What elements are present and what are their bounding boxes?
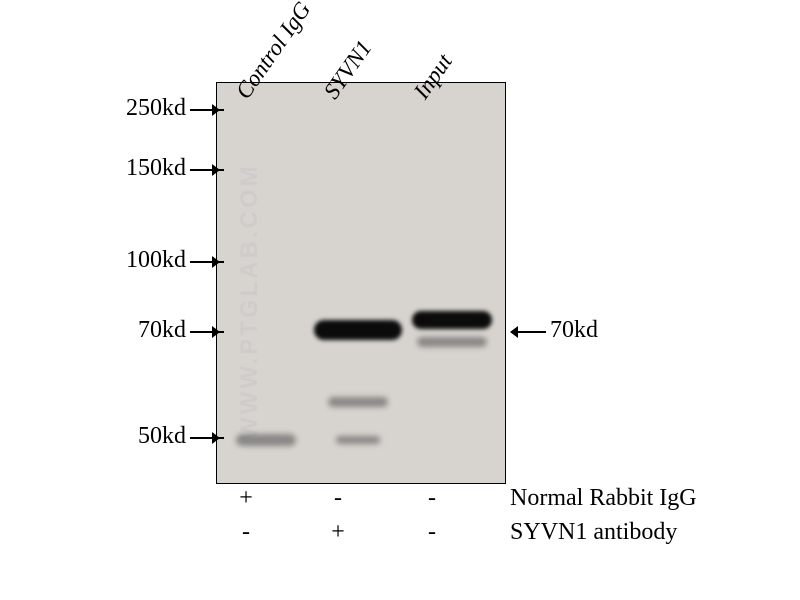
- band: [417, 337, 487, 347]
- western-blot-figure: WWW.PTGLAB.COM Control IgGSYVN1Input 250…: [0, 0, 800, 600]
- band: [336, 436, 380, 444]
- mw-tick: [216, 169, 224, 171]
- observed-arrow-left-icon: [508, 322, 548, 342]
- condition-row-label: SYVN1 antibody: [510, 519, 677, 546]
- band: [236, 434, 296, 446]
- condition-cell: +: [326, 519, 350, 546]
- condition-cell: +: [234, 485, 258, 512]
- mw-label: 100kd: [0, 247, 186, 274]
- condition-cell: -: [234, 519, 258, 546]
- condition-cell: -: [420, 519, 444, 546]
- condition-cell: -: [326, 485, 350, 512]
- band: [314, 320, 402, 340]
- mw-tick: [216, 109, 224, 111]
- mw-label: 70kd: [0, 317, 186, 344]
- observed-band-label: 70kd: [550, 317, 598, 344]
- mw-label: 250kd: [0, 95, 186, 122]
- band: [412, 311, 492, 329]
- mw-label: 150kd: [0, 155, 186, 182]
- mw-tick: [216, 437, 224, 439]
- mw-tick: [216, 331, 224, 333]
- mw-tick: [216, 261, 224, 263]
- watermark-text: WWW.PTGLAB.COM: [236, 163, 264, 440]
- condition-cell: -: [420, 485, 444, 512]
- band: [328, 397, 388, 407]
- mw-label: 50kd: [0, 423, 186, 450]
- condition-row-label: Normal Rabbit IgG: [510, 485, 697, 512]
